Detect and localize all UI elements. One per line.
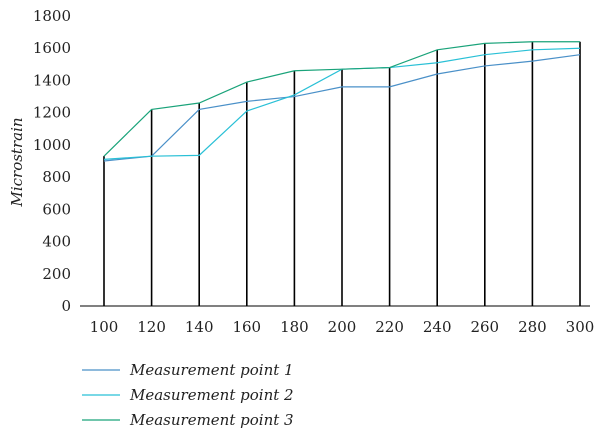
x-tick-label: 180 (280, 318, 309, 336)
y-tick-label: 600 (42, 200, 71, 218)
x-tick-label: 240 (423, 318, 452, 336)
y-tick-label: 1800 (33, 7, 71, 25)
series-line-3 (103, 41, 580, 157)
x-tick-label: 220 (375, 318, 404, 336)
x-tick-label: 260 (470, 318, 499, 336)
y-tick-label: 400 (42, 233, 71, 251)
drop-lines (103, 41, 581, 306)
x-axis-ticks: 100 120 140 160 180 200 220 240 260 280 300 (90, 318, 595, 336)
legend-label: Measurement point 2 (129, 386, 294, 404)
x-tick-label: 100 (90, 318, 119, 336)
series-lines (103, 41, 581, 162)
legend: Measurement point 1 Measurement point 2 Me… (82, 361, 294, 429)
y-tick-label: 1200 (33, 104, 71, 122)
y-tick-label: 1000 (33, 136, 71, 154)
y-tick-label: 1400 (33, 71, 71, 89)
series-line-1 (103, 54, 581, 162)
legend-label: Measurement point 1 (129, 361, 294, 379)
x-tick-label: 120 (137, 318, 166, 336)
x-tick-label: 200 (328, 318, 357, 336)
x-tick-label: 160 (232, 318, 261, 336)
x-tick-label: 140 (185, 318, 214, 336)
y-tick-label: 0 (61, 297, 71, 315)
x-tick-label: 300 (566, 318, 595, 336)
y-tick-label: 200 (42, 265, 71, 283)
x-tick-label: 280 (518, 318, 547, 336)
legend-label: Measurement point 3 (129, 411, 294, 429)
y-tick-label: 800 (42, 168, 71, 186)
y-axis-title: Microstrain (8, 117, 26, 207)
y-axis-ticks: 0 200 400 600 800 1000 1200 1400 1600 1800 (33, 7, 71, 315)
y-tick-label: 1600 (33, 39, 71, 57)
